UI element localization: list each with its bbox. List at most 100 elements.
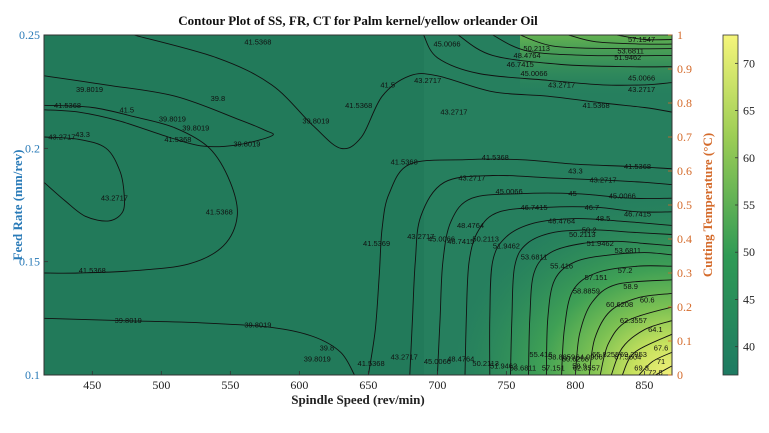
contour-line-6 xyxy=(409,174,672,375)
contour-line-5 xyxy=(367,158,672,375)
contour-label-36: 43.2717 xyxy=(589,176,616,185)
contour-label-26: 57.1547 xyxy=(628,35,655,44)
contour-label-85: 62.3557 xyxy=(573,364,600,373)
contour-label-51: 57.2 xyxy=(618,266,633,275)
contour-label-18: 45.0066 xyxy=(433,40,460,49)
contour-label-3: 39.8019 xyxy=(233,139,260,148)
contour-label-28: 51.9462 xyxy=(614,53,641,62)
contour-label-63: 45.0066 xyxy=(428,235,455,244)
contour-label-14: 41.5368 xyxy=(244,37,271,46)
contour-label-80: 55.416 xyxy=(529,350,552,359)
contour-label-68: 53.6811 xyxy=(521,253,548,262)
contour-label-25: 41.5368 xyxy=(583,101,610,110)
y-tick-label-1: 0.15 xyxy=(19,255,40,269)
contour-line-26 xyxy=(616,35,672,41)
contour-label-55: 60.6 xyxy=(640,296,655,305)
contour-label-29: 45.0066 xyxy=(628,74,655,83)
contour-line-23 xyxy=(492,35,672,57)
contour-label-60: 72.8 xyxy=(648,368,663,377)
x-tick-label-2: 550 xyxy=(221,378,239,392)
contour-label-31: 41.5368 xyxy=(391,157,418,166)
contour-label-71: 39.8 xyxy=(320,343,335,352)
contour-label-11: 43.2717 xyxy=(101,194,128,203)
x-tick-label-1: 500 xyxy=(152,378,170,392)
contour-label-41: 46.7 xyxy=(585,203,600,212)
colorbar-tick-label-0: 40 xyxy=(743,340,755,354)
contour-label-87: 67.5604 xyxy=(614,352,641,361)
contour-line-11 xyxy=(528,240,672,375)
contour-label-1: 39.8019 xyxy=(182,123,209,132)
contour-line-22 xyxy=(457,35,672,68)
contour-label-81: 57.151 xyxy=(542,364,565,373)
contour-label-72: 39.8019 xyxy=(304,355,331,364)
contour-label-10: 43.3 xyxy=(75,130,90,139)
contour-label-38: 45 xyxy=(568,189,576,198)
contour-label-12: 41.5368 xyxy=(206,207,233,216)
contour-label-20: 50.2113 xyxy=(523,44,550,53)
contour-line-25 xyxy=(568,35,672,45)
chart-title: Contour Plot of SS, FR, CT for Palm kern… xyxy=(178,13,538,28)
contour-lines xyxy=(44,35,672,375)
contour-label-16: 41.5 xyxy=(380,80,395,89)
contour-label-21: 48.4764 xyxy=(514,51,541,60)
contour-label-30: 43.2717 xyxy=(628,85,655,94)
x-tick-label-0: 450 xyxy=(83,378,101,392)
contour-label-2: 39.8 xyxy=(211,94,226,103)
contour-label-9: 43.2717 xyxy=(48,133,75,142)
contour-label-43: 48.4764 xyxy=(548,216,575,225)
contour-label-22: 46.7415 xyxy=(507,60,534,69)
contour-label-17: 43.2717 xyxy=(414,76,441,85)
contour-label-70: 39.8019 xyxy=(244,321,271,330)
contour-line-3 xyxy=(44,136,125,222)
contour-line-24 xyxy=(520,35,672,50)
contour-line-17 xyxy=(610,320,672,375)
contour-line-1 xyxy=(44,317,355,375)
contour-label-74: 43.2717 xyxy=(391,352,418,361)
contour-label-24: 43.2717 xyxy=(548,80,575,89)
right-axis-ticks: 0 0.1 0.2 0.3 0.4 0.5 0.6 0.7 0.8 0.9 1 xyxy=(668,28,692,382)
contour-label-83: 60.6208 xyxy=(562,355,589,364)
contour-label-64: 46.7415 xyxy=(447,237,474,246)
contour-label-7: 39.8019 xyxy=(159,114,186,123)
contour-line-21 xyxy=(423,35,672,86)
contour-label-89: 69.3 xyxy=(634,364,649,373)
contour-line-2 xyxy=(44,104,238,274)
contour-label-37: 45.0066 xyxy=(496,187,523,196)
colorbar-tick-label-6: 70 xyxy=(743,56,755,70)
contour-label-86: 65.8255 xyxy=(592,350,619,359)
contour-label-82: 58.8859 xyxy=(548,352,575,361)
contour-label-48: 53.6811 xyxy=(615,246,642,255)
colorbar-tick-label-5: 65 xyxy=(743,104,755,118)
contour-label-84: 64.0906 xyxy=(576,352,603,361)
colorbar-tick-label-1: 45 xyxy=(743,292,755,306)
x-axis-label: Spindle Speed (rev/min) xyxy=(291,392,424,407)
colorbar-tick-label-3: 55 xyxy=(743,198,755,212)
contour-label-44: 48.5 xyxy=(596,214,611,223)
contour-label-19: 43.2717 xyxy=(440,108,467,117)
hot-corner-shade xyxy=(380,140,672,375)
contour-line-15 xyxy=(588,292,672,375)
contour-line-10 xyxy=(510,229,672,375)
contour-label-61: 41.5369 xyxy=(363,239,390,248)
x-tick-label-4: 650 xyxy=(359,378,377,392)
contour-label-45: 50.2 xyxy=(582,225,597,234)
contour-label-75: 45.0066 xyxy=(424,357,451,366)
right-tick-label-4: 0.4 xyxy=(677,232,692,246)
contour-line-7 xyxy=(436,192,672,375)
contour-label-35: 43.3 xyxy=(568,167,583,176)
contour-label-0: 39.8019 xyxy=(76,85,103,94)
contour-label-77: 50.2113 xyxy=(472,359,499,368)
right-tick-label-10: 1 xyxy=(677,28,683,42)
contour-label-73: 41.5368 xyxy=(358,359,385,368)
contour-label-6: 41.5 xyxy=(119,105,134,114)
x-axis-ticks: 450 500 550 600 650 700 750 800 850 xyxy=(83,371,653,392)
contour-label-59: 71 xyxy=(657,357,665,366)
contour-label-8: 41.5368 xyxy=(164,135,191,144)
contour-label-47: 51.9462 xyxy=(587,239,614,248)
right-tick-label-3: 0.3 xyxy=(677,266,692,280)
contour-label-53: 58.9 xyxy=(623,282,638,291)
contour-label-79: 53.6811 xyxy=(510,364,537,373)
contour-label-88: 69.2953 xyxy=(620,350,647,359)
right-tick-label-7: 0.7 xyxy=(677,130,692,144)
